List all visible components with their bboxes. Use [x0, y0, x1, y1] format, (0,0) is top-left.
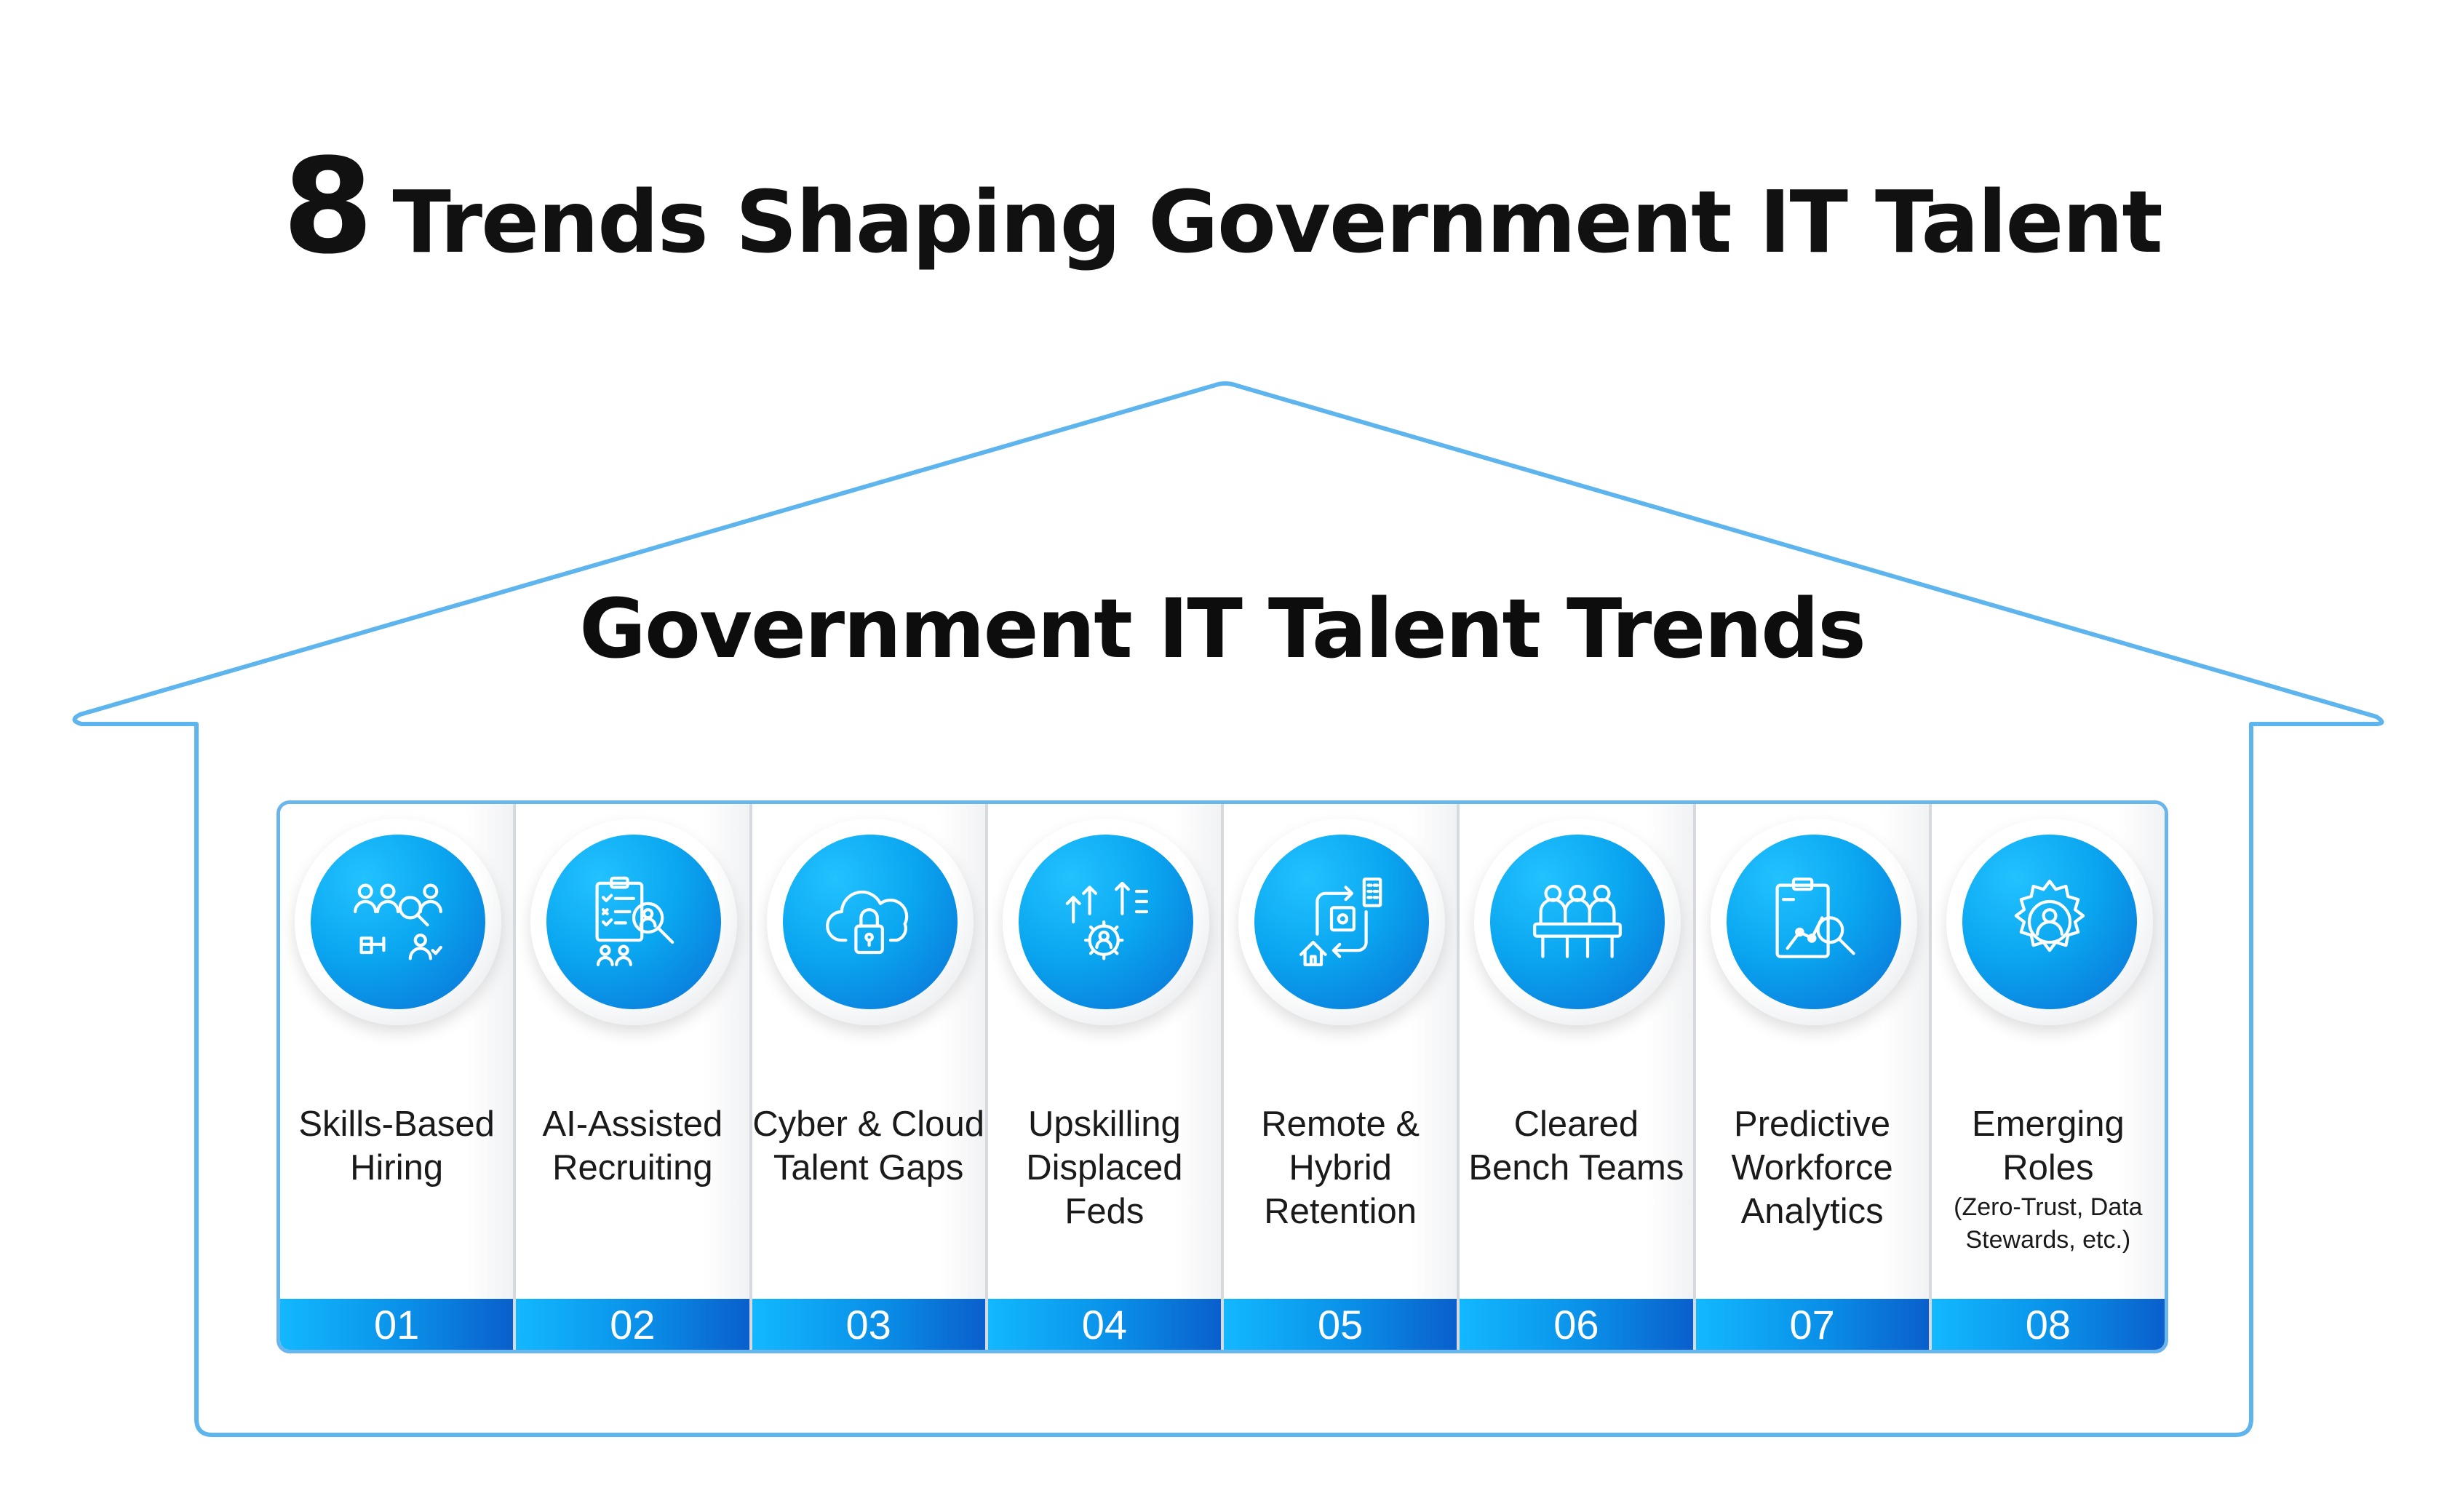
trend-card-04: Upskilling Displaced Feds 04: [987, 804, 1224, 1350]
trend-label: Predictive Workforce Analytics: [1731, 1105, 1893, 1231]
icon-ring: [295, 819, 501, 1025]
icon-badge: [1490, 835, 1665, 1009]
clipboard-candidate-search-icon: [595, 876, 674, 966]
trends-panel: Skills-Based Hiring 01 AI-Assisted Recru…: [276, 800, 2168, 1353]
bench-team-icon: [1533, 884, 1623, 958]
gear-person-icon: [2014, 879, 2085, 952]
icon-ring: [1474, 819, 1681, 1025]
trend-label: Upskilling Displaced Feds: [1026, 1105, 1183, 1231]
cloud-lock-icon: [825, 890, 908, 955]
icon-ring: [766, 819, 974, 1025]
icon-ring: [1238, 819, 1445, 1025]
clipboard-analytics-icon: [1775, 878, 1855, 958]
icon-badge: [1254, 835, 1429, 1009]
trend-card-01: Skills-Based Hiring 01: [280, 804, 517, 1350]
icon-ring: [530, 819, 738, 1025]
icon-badge: [546, 835, 722, 1009]
trend-number: 03: [752, 1299, 985, 1350]
icon-ring: [1002, 819, 1209, 1025]
people-search-icon: [354, 883, 442, 960]
trend-card-03: Cyber & Cloud Talent Gaps 03: [752, 804, 988, 1350]
trend-number: 01: [280, 1299, 514, 1350]
icon-ring: [1710, 819, 1917, 1025]
house-title: Government IT Talent Trends: [579, 582, 1866, 677]
icon-badge: [782, 835, 958, 1009]
trend-label: Skills-Based Hiring: [298, 1105, 495, 1187]
trend-number: 07: [1695, 1299, 1929, 1350]
title-text: Trends Shaping Government IT Talent: [392, 172, 2162, 272]
trend-number: 04: [987, 1299, 1221, 1350]
title-number: 8: [282, 131, 373, 283]
trend-card-05: Remote & Hybrid Retention 05: [1224, 804, 1460, 1350]
trend-card-07: Predictive Workforce Analytics 07: [1695, 804, 1932, 1350]
trend-number: 06: [1460, 1299, 1693, 1350]
icon-badge: [311, 835, 485, 1009]
page-title: 8 Trends Shaping Government IT Talent: [0, 131, 2444, 283]
home-office-cycle-icon: [1299, 878, 1382, 966]
trend-label: Remote & Hybrid Retention: [1261, 1105, 1420, 1231]
trend-label: Emerging Roles (Zero-Trust, Data Stewards…: [1954, 1105, 2143, 1254]
trend-number: 02: [516, 1299, 749, 1350]
icon-badge: [1726, 835, 1901, 1009]
trend-card-08: Emerging Roles (Zero-Trust, Data Stewards…: [1931, 804, 2165, 1350]
trend-label: AI-Assisted Recruiting: [542, 1105, 723, 1187]
trend-card-02: AI-Assisted Recruiting 02: [516, 804, 752, 1350]
trend-number: 05: [1224, 1299, 1457, 1350]
growth-arrows-gear-icon: [1065, 881, 1148, 960]
trend-label: Cleared Bench Teams: [1468, 1105, 1684, 1187]
icon-badge: [1962, 835, 2137, 1009]
trend-number: 08: [1931, 1299, 2165, 1350]
trend-label: Cyber & Cloud Talent Gaps: [752, 1105, 984, 1187]
trend-card-06: Cleared Bench Teams 06: [1460, 804, 1696, 1350]
icon-badge: [1018, 835, 1193, 1009]
icon-ring: [1946, 819, 2153, 1025]
